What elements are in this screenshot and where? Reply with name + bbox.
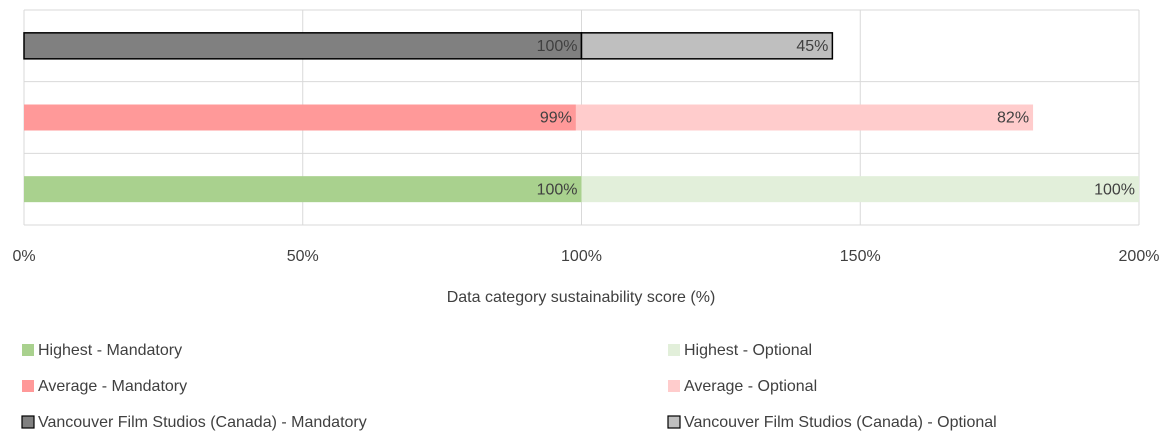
legend-swatch bbox=[667, 415, 681, 429]
legend-swatch bbox=[668, 380, 680, 392]
bar bbox=[24, 176, 582, 203]
value-label: 99% bbox=[540, 110, 572, 127]
value-label: 100% bbox=[537, 181, 578, 198]
legend-swatch bbox=[21, 415, 35, 429]
bar bbox=[23, 32, 583, 60]
x-tick-label: 100% bbox=[561, 248, 602, 265]
legend-label: Highest - Mandatory bbox=[38, 342, 182, 359]
legend-label: Average - Mandatory bbox=[38, 378, 187, 395]
value-label: 100% bbox=[1094, 181, 1135, 198]
legend-swatch bbox=[22, 344, 34, 356]
bar bbox=[24, 104, 576, 131]
legend-swatch bbox=[668, 344, 680, 356]
value-label: 100% bbox=[537, 38, 578, 55]
x-tick-label: 50% bbox=[287, 248, 319, 265]
bar bbox=[580, 32, 834, 60]
legend-label: Highest - Optional bbox=[684, 342, 812, 359]
x-axis-title: Data category sustainability score (%) bbox=[447, 289, 716, 306]
legend-label: Average - Optional bbox=[684, 378, 817, 395]
value-label: 82% bbox=[997, 110, 1029, 127]
legend-swatch bbox=[22, 380, 34, 392]
x-tick-label: 150% bbox=[840, 248, 881, 265]
x-tick-label: 200% bbox=[1119, 248, 1160, 265]
legend-label: Vancouver Film Studios (Canada) - Option… bbox=[684, 414, 997, 431]
value-label: 45% bbox=[796, 38, 828, 55]
legend-label: Vancouver Film Studios (Canada) - Mandat… bbox=[38, 414, 367, 431]
bar bbox=[575, 104, 1034, 131]
bar bbox=[581, 176, 1139, 203]
x-tick-label: 0% bbox=[12, 248, 35, 265]
